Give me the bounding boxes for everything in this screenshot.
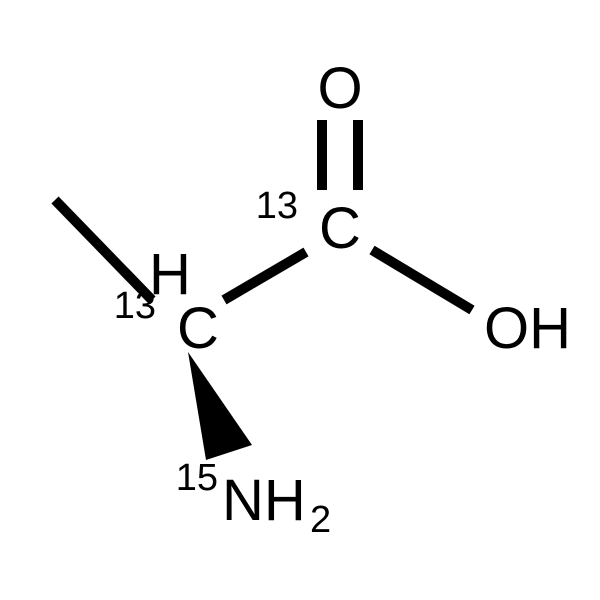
atom-oh: OH xyxy=(484,296,571,361)
molecule-diagram: O 13 C OH H 13 C 15 NH 2 xyxy=(0,0,600,600)
atom-nh: NH xyxy=(222,468,306,533)
atom-c2: C xyxy=(177,296,219,361)
atom-o-top: O xyxy=(317,56,362,121)
bond-c1-oh xyxy=(372,250,472,310)
bond-c1-c2 xyxy=(224,252,306,300)
bond-c2-nh2-wedge xyxy=(188,352,252,460)
atom-c2-sup: 13 xyxy=(114,285,156,327)
atom-c1: C xyxy=(319,196,361,261)
atom-nh-sub: 2 xyxy=(310,499,331,541)
atom-n-sup: 15 xyxy=(176,457,218,499)
atom-c1-sup: 13 xyxy=(256,185,298,227)
